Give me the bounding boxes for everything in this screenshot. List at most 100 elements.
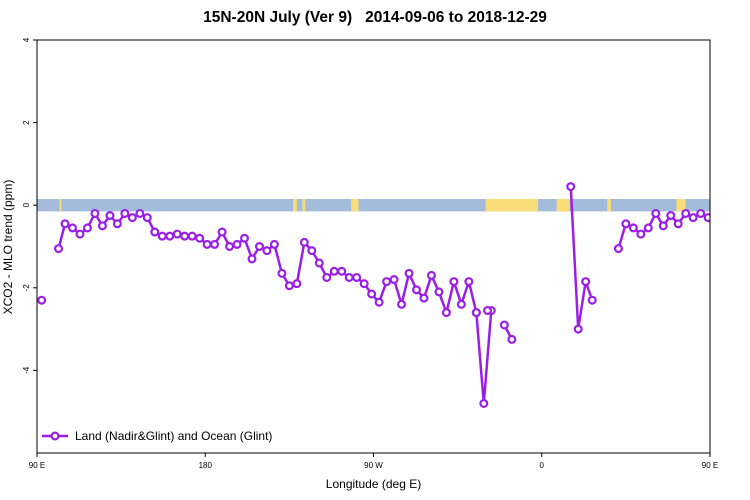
x-tick-label: 180 xyxy=(199,461,213,470)
data-point xyxy=(165,231,175,241)
data-point xyxy=(581,277,591,287)
land-patch-7 xyxy=(676,199,686,212)
data-point xyxy=(337,266,347,276)
data-point xyxy=(613,244,623,254)
data-point xyxy=(628,223,638,233)
data-point xyxy=(322,272,332,282)
data-point xyxy=(269,239,279,249)
data-point xyxy=(150,227,160,237)
data-point xyxy=(651,208,661,218)
data-point xyxy=(307,246,317,256)
data-point xyxy=(232,239,242,249)
data-point xyxy=(187,231,197,241)
data-point xyxy=(292,279,302,289)
y-tick-label: -2 xyxy=(22,284,31,292)
data-point xyxy=(681,208,691,218)
data-point xyxy=(720,233,727,240)
data-point xyxy=(688,213,698,223)
data-point xyxy=(127,213,137,223)
land-patch-3 xyxy=(351,199,359,212)
data-point xyxy=(112,219,122,229)
data-point xyxy=(254,242,264,252)
data-point xyxy=(404,268,414,278)
y-tick-label: 2 xyxy=(22,120,31,125)
data-point xyxy=(411,285,421,295)
data-point xyxy=(735,231,742,238)
land-ocean-strip xyxy=(37,199,710,212)
data-point xyxy=(90,208,100,218)
data-point xyxy=(210,239,220,249)
land-patch-4 xyxy=(485,199,539,212)
x-tick-label: 90 E xyxy=(702,461,718,470)
data-point xyxy=(247,254,257,264)
data-point xyxy=(172,229,182,239)
data-point xyxy=(314,258,324,268)
data-point xyxy=(82,223,92,233)
data-point xyxy=(419,293,429,303)
data-point xyxy=(587,295,597,305)
ocean-band xyxy=(37,199,710,212)
data-point xyxy=(120,208,130,218)
data-point xyxy=(195,233,205,243)
data-point xyxy=(441,308,451,318)
data-point xyxy=(499,320,509,330)
x-axis-title: Longitude (deg E) xyxy=(325,477,422,491)
data-point xyxy=(673,219,683,229)
data-point xyxy=(573,324,583,334)
data-point xyxy=(397,299,407,309)
data-point xyxy=(262,246,272,256)
x-tick-label: 0 xyxy=(540,461,545,470)
data-point xyxy=(299,237,309,247)
x-tick-label: 90 E xyxy=(29,461,45,470)
data-point xyxy=(479,398,489,408)
data-point xyxy=(464,277,474,287)
data-point xyxy=(352,272,362,282)
data-point xyxy=(180,231,190,241)
data-point xyxy=(374,297,384,307)
data-point xyxy=(456,299,466,309)
data-point xyxy=(359,279,369,289)
data-point xyxy=(727,233,734,240)
data-point xyxy=(329,266,339,276)
data-point xyxy=(277,268,287,278)
y-tick-label: -4 xyxy=(22,366,31,374)
series-layer xyxy=(37,182,749,408)
y-tick-label: 0 xyxy=(22,202,31,207)
axes: 90 E 180 90 W 0 90 E -4 -2 0 2 4 xyxy=(22,37,718,470)
data-point xyxy=(566,182,576,192)
data-point xyxy=(344,272,354,282)
data-point xyxy=(471,308,481,318)
land-patch-5 xyxy=(556,199,570,212)
data-point xyxy=(658,221,668,231)
data-point xyxy=(68,223,78,233)
data-point xyxy=(142,213,152,223)
land-patch-0 xyxy=(59,199,62,212)
legend: Land (Nadir&Glint) and Ocean (Glint) xyxy=(42,429,272,443)
data-point xyxy=(382,277,392,287)
series-line-segment-1 xyxy=(57,212,478,314)
data-point xyxy=(666,211,676,221)
data-point xyxy=(60,219,70,229)
data-point xyxy=(696,208,706,218)
data-point xyxy=(37,295,47,305)
chart-title: 15N-20N July (Ver 9) 2014-09-06 to 2018-… xyxy=(203,9,547,26)
data-point xyxy=(643,223,653,233)
data-point xyxy=(225,242,235,252)
data-point xyxy=(742,233,749,240)
data-point xyxy=(507,334,517,344)
legend-label: Land (Nadir&Glint) and Ocean (Glint) xyxy=(75,429,272,443)
data-point xyxy=(703,213,710,223)
data-point xyxy=(157,231,167,241)
y-tick-label: 4 xyxy=(22,37,31,42)
series-line-segment-5 xyxy=(569,186,594,331)
data-point xyxy=(367,289,377,299)
series-line-segment-2 xyxy=(475,310,493,405)
data-point xyxy=(97,221,107,231)
data-point xyxy=(636,229,646,239)
land-patch-2 xyxy=(302,199,306,212)
data-point xyxy=(621,219,631,229)
data-point xyxy=(105,211,115,221)
series-line-segment-6 xyxy=(617,212,710,249)
plot-frame xyxy=(36,39,711,454)
data-point xyxy=(53,244,63,254)
